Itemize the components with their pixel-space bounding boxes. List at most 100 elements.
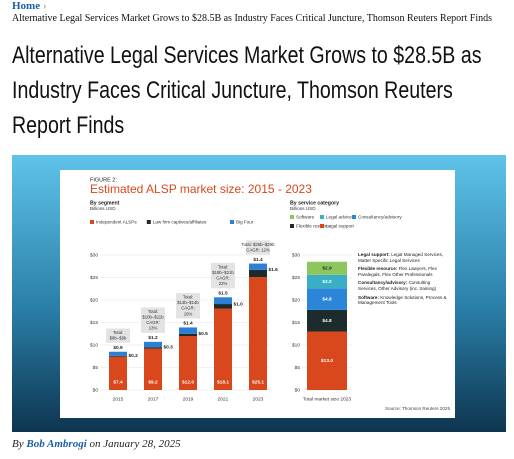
y-tick-label: $25 — [90, 275, 98, 281]
legend-swatch — [146, 220, 151, 224]
bar-segment — [249, 277, 267, 390]
figure-source: Source: Thomson Reuters 2025 — [385, 406, 450, 411]
x-tick-label: 2015 — [113, 396, 124, 402]
value-label: $2.9 — [322, 266, 332, 272]
annotation-box — [106, 328, 130, 343]
y-tick-label: $10 — [292, 342, 300, 348]
legend-swatch — [320, 215, 324, 219]
note-term: Flexible resource: — [358, 266, 398, 272]
note: Legal support: Legal Managed Services, M… — [358, 252, 450, 263]
value-label: $9.2 — [148, 379, 158, 385]
y-tick-label: $25 — [292, 275, 300, 281]
bar-segment — [179, 333, 197, 336]
value-label: $0.9 — [113, 345, 123, 351]
value-label: $3.0 — [322, 279, 332, 285]
value-label: $4.8 — [322, 296, 332, 302]
bar-segment — [307, 309, 347, 332]
annotation-box — [141, 307, 165, 333]
breadcrumb-home[interactable]: Home — [12, 0, 47, 12]
y-tick-label: $20 — [292, 297, 300, 303]
value-label: $1.0 — [234, 301, 244, 307]
annotation-box — [246, 240, 270, 255]
legend-label: Legal support — [326, 224, 355, 229]
value-label: $0.2 — [129, 353, 139, 359]
bar-segment — [214, 297, 232, 305]
legend-swatch — [352, 215, 356, 219]
legend-swatch — [90, 220, 94, 224]
x-tick-label: 2023 — [253, 396, 264, 402]
annotation-text: CAGR: 12% — [246, 247, 270, 252]
y-tick-label: $5 — [93, 365, 99, 371]
annotation-text: CAGR: — [146, 320, 160, 325]
bar-segment — [109, 356, 127, 390]
bar-segment — [249, 263, 267, 270]
x-tick-label: Total market size 2023 — [303, 396, 351, 402]
bar-segment — [249, 269, 267, 278]
bar-segment — [214, 304, 232, 309]
note-text: Consulting Services, Other Advisory (inc… — [358, 280, 437, 291]
notes: Legal support: Legal Managed Services, M… — [358, 252, 450, 306]
legend-label: Consultancy/advisory — [358, 215, 402, 220]
note-term: Legal support: — [358, 252, 390, 257]
value-label: $1.6 — [269, 267, 279, 273]
value-label: $0.3 — [164, 345, 174, 351]
annotation-text: Total: — [148, 309, 158, 314]
annotation-text: Total: — [113, 330, 123, 335]
bar-segment — [144, 348, 162, 390]
legend-label: Flexible resource — [296, 224, 331, 229]
y-tick-label: $30 — [292, 252, 300, 258]
figure-label: FIGURE 2: — [90, 177, 117, 183]
annotation-text: 16% — [184, 311, 193, 316]
note: Consultancy/advisory: Consulting Service… — [358, 280, 450, 291]
annotation-box — [211, 262, 235, 289]
byline-date: on January 28, 2025 — [89, 438, 181, 450]
chart-subtitle: By segment — [90, 200, 120, 206]
value-label: $25.1 — [252, 379, 264, 385]
legend-label: Independent ALSPs — [96, 220, 137, 225]
axis-label: Billions USD — [90, 206, 116, 211]
y-tick-label: $30 — [90, 252, 98, 258]
byline: By Bob Ambrogi on January 28, 2025 — [12, 438, 181, 450]
legend-label: Software — [296, 215, 315, 220]
note-text: Legal Managed Services, Matter Specific … — [358, 252, 444, 263]
legend-label: Law firm captives/affiliates — [153, 220, 207, 225]
bar-segment — [179, 327, 197, 334]
annotation-text: $19b–$21b — [212, 270, 234, 275]
y-tick-label: $0 — [295, 387, 301, 393]
chart-subtitle: By service category — [290, 200, 339, 206]
value-label: $18.1 — [217, 379, 229, 385]
y-tick-label: $0 — [93, 387, 99, 393]
legend-swatch — [290, 224, 294, 228]
legend-label: Big Four — [236, 220, 254, 225]
notes-list: Legal support: Legal Managed Services, M… — [358, 252, 450, 306]
note-term: Software: — [358, 294, 379, 300]
x-tick-label: 2021 — [218, 396, 229, 402]
x-tick-label: 2019 — [183, 396, 194, 402]
annotation-text: CAGR: — [216, 276, 230, 281]
value-label: $12.0 — [182, 379, 194, 385]
value-label: $1.5 — [218, 291, 228, 297]
note: Flexible resource: Flex Lawyers, Flex Pa… — [358, 266, 450, 277]
legend-swatch — [290, 215, 294, 219]
legend-swatch — [230, 220, 234, 224]
legend-swatch — [320, 224, 324, 228]
annotation-text: Total: $26b–$29b — [242, 242, 276, 247]
breadcrumb-current: Alternative Legal Services Market Grows … — [12, 13, 492, 24]
byline-author[interactable]: Bob Ambrogi — [26, 438, 87, 450]
y-tick-label: $15 — [90, 320, 98, 326]
value-label: $1.4 — [183, 321, 193, 327]
value-label: $4.8 — [322, 318, 332, 324]
note-text: Flex Lawyers, Flex Paralegals, Flex Othe… — [358, 266, 437, 277]
bar-segment — [307, 274, 347, 289]
value-label: $7.4 — [113, 379, 123, 385]
annotation-text: 13% — [149, 326, 158, 331]
value-label: $1.4 — [253, 257, 263, 263]
note: Software: Knowledge Solutions, Process &… — [358, 295, 450, 306]
x-tick-label: 2017 — [148, 396, 159, 402]
bar-segment — [307, 288, 347, 310]
bar-segment — [179, 336, 197, 390]
bar-segment — [144, 341, 162, 348]
figure: FIGURE 2: Estimated ALSP market size: 20… — [12, 155, 506, 432]
axis-label: Billions USD — [290, 206, 316, 211]
